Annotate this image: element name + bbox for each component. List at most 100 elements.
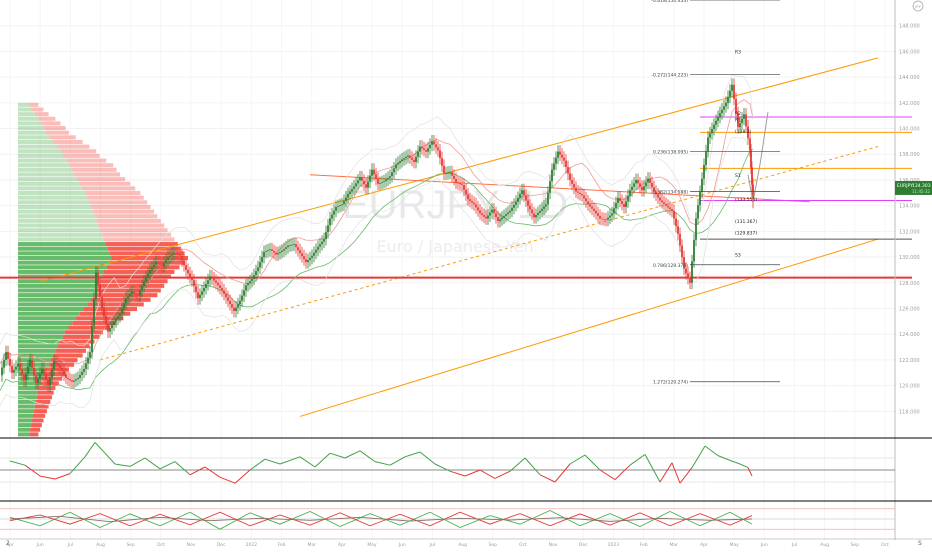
candle-body [519,194,521,198]
oscillator1-segment [359,450,376,463]
volume-profile-bar-down [109,260,185,265]
oscillator1-segment [704,445,719,457]
candle-body [635,179,637,184]
price-tick-label: 132.000 [899,229,920,235]
candle-body [3,359,5,368]
volume-profile-bar-down [64,330,103,335]
candle-body [327,225,329,233]
oscillator1-segment [219,476,236,484]
candle-body [275,252,277,255]
currency-badge [912,0,924,12]
volume-profile-bar-up [18,126,45,131]
candle-body [481,213,483,216]
candle-body [405,156,407,159]
candle-body [403,158,405,160]
candle-body [357,180,359,184]
candle-body [325,232,327,240]
time-axis-label: Dec [579,542,588,548]
moving-average-lower [0,148,754,391]
candle-body [745,114,747,127]
candle-body [673,210,675,219]
candle-body [229,300,231,305]
time-axis-label: Sep [851,542,860,548]
fibonacci-label: 0.786(129.378) [653,263,688,269]
candle-body [723,106,725,110]
candle-body [295,244,297,248]
candle-body [569,173,571,180]
candle-body [669,207,671,210]
volume-profile-bar-down [29,102,39,107]
candle-body [69,379,71,381]
candle-body [675,218,677,227]
price-tick-label: 144.000 [899,75,920,81]
candle-body [59,365,61,368]
candle-body [35,375,37,384]
candle-body [301,253,303,257]
volume-profile-bar-up [18,195,88,200]
candle-body [555,157,557,164]
candle-body [291,244,293,246]
candle-body [571,179,573,184]
volume-profile-bar-up [18,107,33,112]
candle-body [321,241,323,245]
volume-profile-bar-up [18,269,105,274]
candle-body [421,146,423,149]
time-axis-label: Oct [157,542,165,548]
candle-body [11,365,13,373]
time-axis-label: Jun [36,542,44,548]
candle-body [499,219,501,222]
candle-body [587,201,589,205]
candle-body [259,262,261,268]
candle-body [41,368,43,374]
time-axis-label: Aug [820,542,829,548]
candle-body [341,204,343,206]
pivot-label: (138.3) [735,129,752,135]
candle-body [413,159,415,162]
candle-body [93,299,95,326]
candle-body [707,137,709,152]
volume-profile-bar-up [18,112,35,117]
candle-body [525,195,527,201]
volume-profile-bar-up [18,237,105,242]
candle-body [245,285,247,291]
candle-body [387,177,389,180]
candle-body [111,324,113,329]
candle-body [145,277,147,282]
time-axis-label: Jul [791,542,797,548]
candle-body [495,213,497,218]
candle-body [237,304,239,308]
candle-body [397,162,399,165]
candle-body [417,151,419,157]
oscillator1-segment [584,454,601,471]
candle-body [667,205,669,208]
volume-profile-bar-down [46,130,69,135]
time-axis-label: Nov [187,542,196,548]
trend-line [309,174,811,203]
candle-body [705,151,707,165]
price-tick-label: 142.000 [899,101,920,107]
candle-body [171,254,173,256]
pivot-label: R3 [735,49,741,55]
candle-body [85,363,87,369]
candle-body [287,245,289,248]
pivot-label: (129.837) [735,231,757,237]
candle-body [683,257,685,269]
candle-body [37,378,39,384]
volume-profile-bar-down [32,107,44,112]
candle-body [101,296,103,309]
candle-body [603,218,605,220]
candle-body [453,175,455,180]
pair-description-watermark: Euro / Japanese Yen [376,237,533,256]
candle-body [115,318,117,322]
candle-body [133,291,135,294]
volume-profile-bar-down [35,399,51,404]
volume-profile-bar-up [18,191,86,196]
oscillator1-segment [554,463,571,483]
candle-body [611,213,613,216]
oscillator1-segment [739,463,749,469]
candle-body [207,280,209,285]
candle-body [283,248,285,251]
oscillator1-segment [299,456,316,468]
